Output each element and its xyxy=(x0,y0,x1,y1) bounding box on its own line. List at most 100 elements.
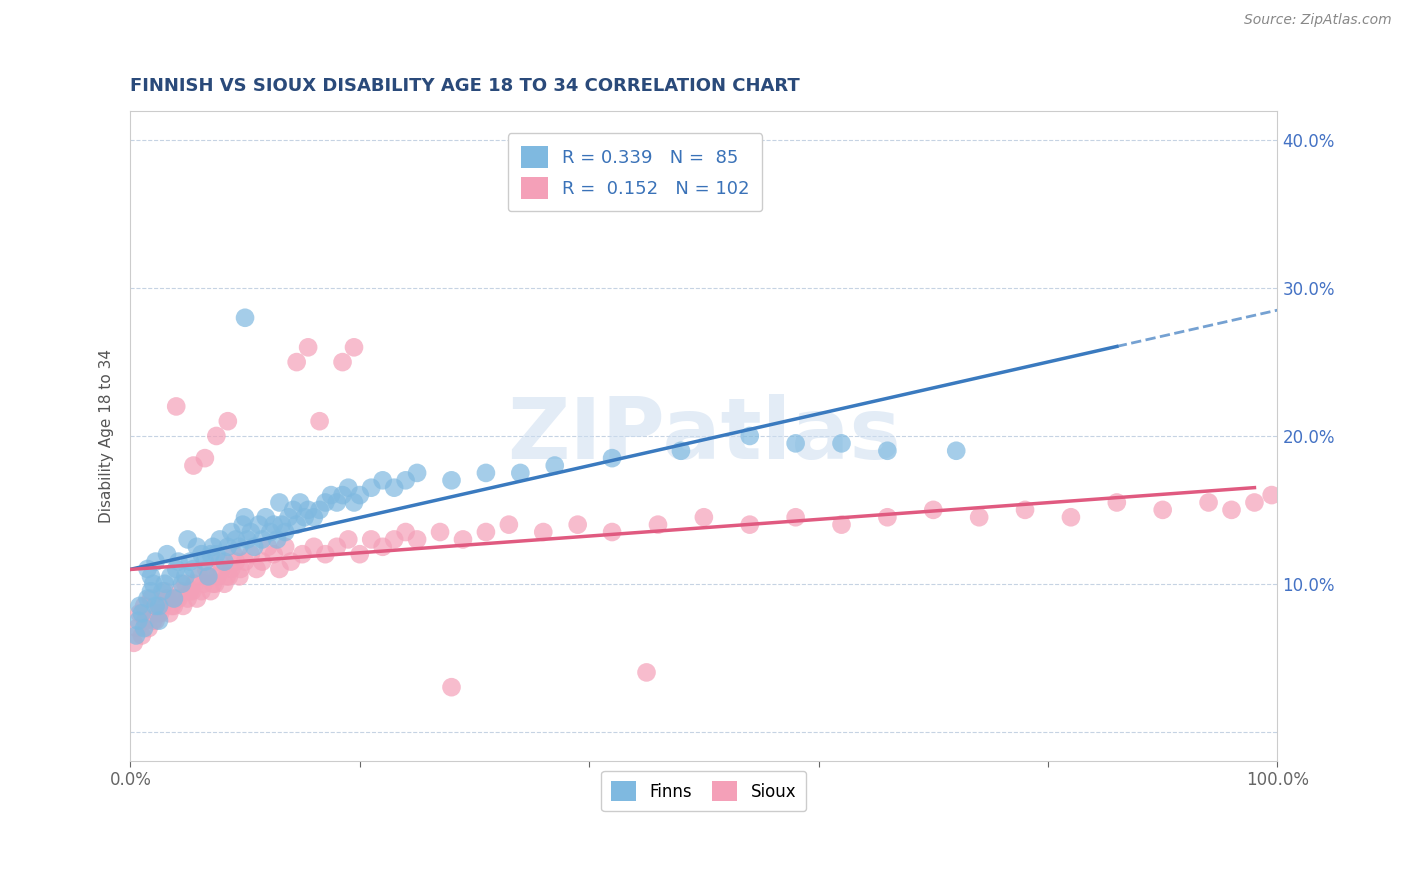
Point xyxy=(214,576,236,591)
Point xyxy=(179,584,201,599)
Point xyxy=(159,569,181,583)
Point xyxy=(498,517,520,532)
Point xyxy=(149,607,172,621)
Point xyxy=(218,569,240,583)
Point xyxy=(194,451,217,466)
Point xyxy=(876,510,898,524)
Point xyxy=(201,576,224,591)
Point xyxy=(332,355,354,369)
Point xyxy=(308,414,330,428)
Point xyxy=(167,555,190,569)
Point xyxy=(236,533,259,547)
Point xyxy=(319,488,342,502)
Point xyxy=(247,517,270,532)
Point xyxy=(785,510,807,524)
Point xyxy=(183,576,205,591)
Point xyxy=(200,547,222,561)
Point xyxy=(263,547,285,561)
Point xyxy=(195,562,218,576)
Point xyxy=(142,614,165,628)
Point xyxy=(197,569,219,583)
Point xyxy=(252,533,274,547)
Text: Source: ZipAtlas.com: Source: ZipAtlas.com xyxy=(1244,13,1392,28)
Point xyxy=(302,510,325,524)
Point xyxy=(1060,510,1083,524)
Point xyxy=(257,540,280,554)
Point xyxy=(314,495,336,509)
Point xyxy=(297,503,319,517)
Point xyxy=(172,599,194,613)
Point xyxy=(127,614,149,628)
Point xyxy=(132,621,155,635)
Point xyxy=(163,591,186,606)
Point xyxy=(1260,488,1282,502)
Point xyxy=(170,576,193,591)
Point xyxy=(945,443,967,458)
Point xyxy=(1152,503,1174,517)
Point xyxy=(270,517,292,532)
Point xyxy=(382,481,405,495)
Point xyxy=(132,599,155,613)
Point xyxy=(183,562,205,576)
Point xyxy=(269,495,291,509)
Point xyxy=(259,524,281,539)
Point xyxy=(831,517,853,532)
Point xyxy=(531,524,554,539)
Point xyxy=(394,473,416,487)
Point xyxy=(239,547,262,561)
Point xyxy=(1243,495,1265,509)
Point xyxy=(205,547,228,561)
Point xyxy=(136,562,159,576)
Point xyxy=(215,569,238,583)
Point xyxy=(509,466,531,480)
Point xyxy=(190,584,212,599)
Point xyxy=(125,628,148,642)
Point xyxy=(1220,503,1243,517)
Point xyxy=(219,562,242,576)
Point xyxy=(128,599,150,613)
Text: ZIPatlas: ZIPatlas xyxy=(508,394,901,477)
Point xyxy=(122,636,145,650)
Point xyxy=(200,584,222,599)
Point xyxy=(274,524,297,539)
Point xyxy=(229,562,252,576)
Point xyxy=(179,555,201,569)
Point xyxy=(233,310,256,325)
Point xyxy=(197,569,219,583)
Point xyxy=(160,599,183,613)
Point xyxy=(274,540,297,554)
Point xyxy=(243,540,266,554)
Point xyxy=(156,591,179,606)
Point xyxy=(139,591,162,606)
Point xyxy=(228,540,250,554)
Point xyxy=(406,466,429,480)
Point xyxy=(831,436,853,450)
Point xyxy=(148,599,170,613)
Point xyxy=(337,533,360,547)
Point xyxy=(451,533,474,547)
Point xyxy=(128,607,150,621)
Point xyxy=(269,562,291,576)
Point xyxy=(136,591,159,606)
Point xyxy=(145,614,167,628)
Point xyxy=(360,481,382,495)
Y-axis label: Disability Age 18 to 34: Disability Age 18 to 34 xyxy=(100,349,114,523)
Point xyxy=(738,429,761,443)
Point xyxy=(165,591,187,606)
Point xyxy=(294,510,316,524)
Point xyxy=(142,576,165,591)
Point xyxy=(204,576,226,591)
Point xyxy=(280,555,302,569)
Point xyxy=(308,503,330,517)
Point xyxy=(186,540,208,554)
Point xyxy=(332,488,354,502)
Point xyxy=(145,555,167,569)
Point xyxy=(194,555,217,569)
Point xyxy=(201,540,224,554)
Point xyxy=(193,576,215,591)
Point xyxy=(343,340,366,354)
Point xyxy=(600,524,623,539)
Point xyxy=(145,599,167,613)
Point xyxy=(190,547,212,561)
Point xyxy=(669,443,692,458)
